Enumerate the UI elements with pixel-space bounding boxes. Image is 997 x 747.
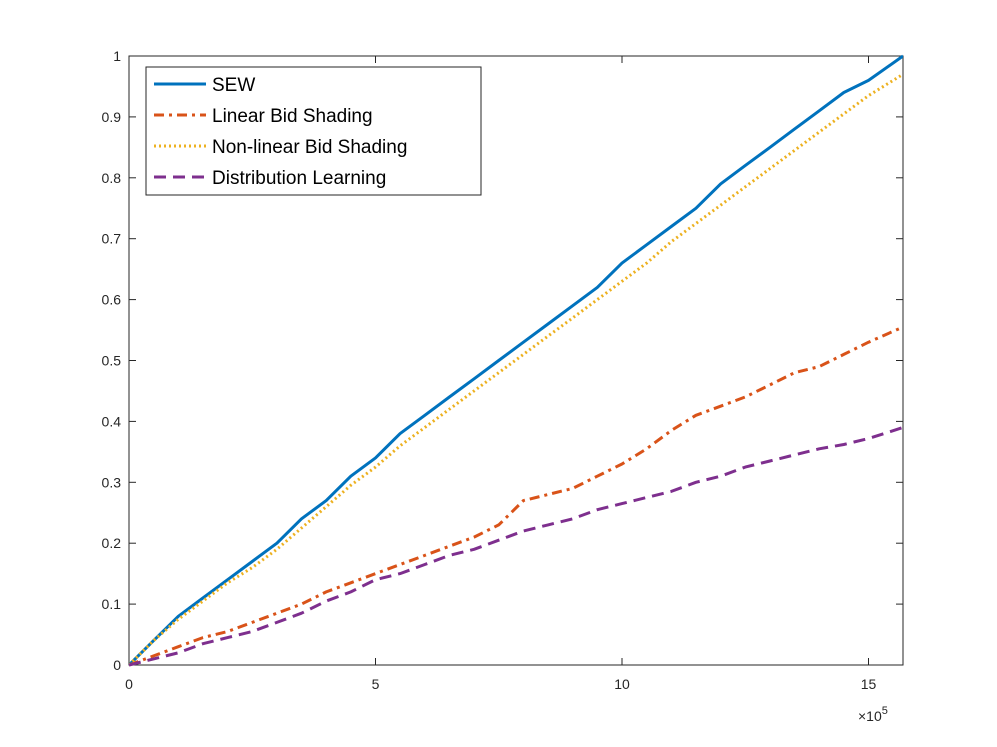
x-axis: 0 5 10 15 (125, 56, 876, 692)
x-tick-label: 15 (861, 676, 877, 692)
x-axis-exponent-label: ×105 (858, 705, 888, 724)
legend: SEW Linear Bid Shading Non-linear Bid Shad… (145, 66, 482, 196)
x-tick-label: 5 (372, 676, 380, 692)
x-exponent-power: 5 (882, 705, 888, 717)
y-tick-label: 0.4 (102, 413, 122, 429)
y-tick-label: 0.7 (102, 231, 122, 247)
x-tick-label: 10 (614, 676, 630, 692)
legend-box (145, 66, 482, 196)
y-tick-label: 0.8 (102, 170, 122, 186)
y-tick-label: 0.2 (102, 535, 122, 551)
y-tick-label: 0.1 (102, 596, 122, 612)
y-tick-label: 0 (113, 657, 121, 673)
x-exponent-base: ×10 (858, 708, 882, 724)
series-line-distribution-learning (129, 426, 903, 667)
legend-label: Non-linear Bid Shading (212, 137, 407, 158)
y-tick-label: 0.6 (102, 292, 122, 308)
legend-label: Linear Bid Shading (212, 106, 373, 127)
legend-label: SEW (212, 75, 255, 96)
y-tick-label: 0.5 (102, 353, 122, 369)
y-tick-label: 0.9 (102, 109, 122, 125)
x-tick-label: 0 (125, 676, 133, 692)
series-line-sew (129, 54, 903, 667)
y-tick-label: 0.3 (102, 474, 122, 490)
legend-label: Distribution Learning (212, 168, 386, 189)
series-line-non-linear-bid-shading (129, 73, 903, 667)
series-layer (129, 54, 903, 667)
y-axis: 0 0.1 0.2 0.3 0.4 0.5 0.6 0.7 0.8 0.9 1 (102, 48, 903, 673)
y-tick-label: 1 (113, 48, 121, 64)
